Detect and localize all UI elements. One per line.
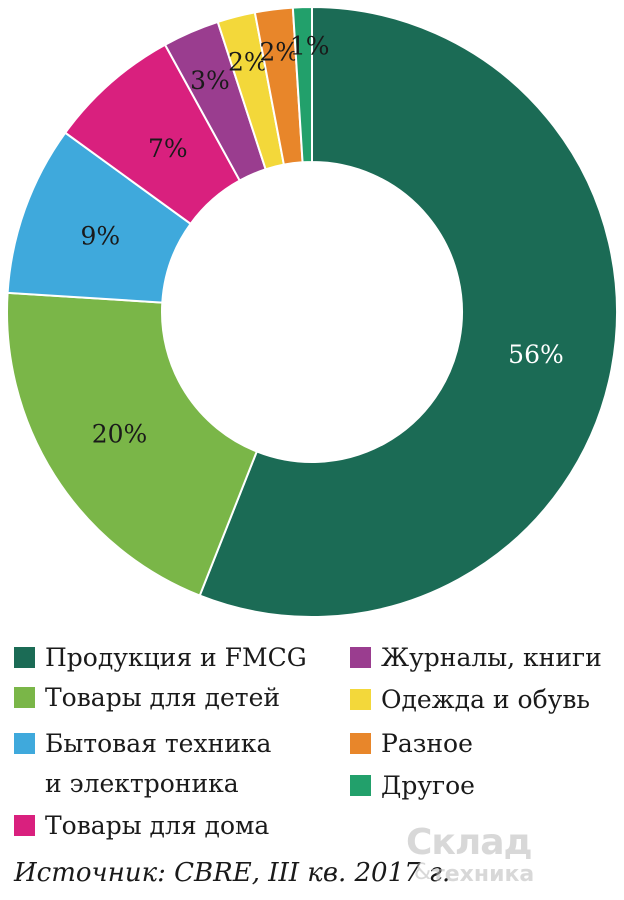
legend-label: Одежда и обувь: [381, 685, 591, 714]
legend-label: Товары для детей: [45, 683, 281, 712]
slice-value-label: 1%: [290, 32, 330, 61]
slice-value-label: 20%: [92, 420, 148, 449]
slice-value-label: 9%: [80, 221, 120, 250]
legend-swatch: [14, 815, 35, 836]
legend-label: Товары для дома: [45, 811, 270, 840]
legend-swatch: [350, 733, 371, 754]
slice-value-label: 56%: [508, 340, 564, 369]
donut-chart: 56%20%9%7%3%2%2%1%: [6, 5, 618, 618]
legend-swatch: [350, 775, 371, 796]
legend-item-electronics: Бытовая техника и электроника: [14, 724, 271, 804]
legend-swatch: [14, 647, 35, 668]
source-note: Источник: CBRE, III кв. 2017 г.: [14, 858, 451, 888]
legend-label: Разное: [381, 729, 473, 758]
legend: Продукция и FMCG Товары для детей Бытова…: [0, 638, 624, 840]
legend-item-misc: Разное: [350, 724, 473, 764]
legend-item-fmcg: Продукция и FMCG: [14, 638, 307, 678]
slice-value-label: 7%: [148, 134, 188, 163]
legend-item-other: Другое: [350, 766, 475, 806]
legend-item-home: Товары для дома: [14, 806, 269, 846]
legend-item-magazines: Журналы, книги: [350, 638, 602, 678]
legend-label: Продукция и FMCG: [45, 643, 307, 672]
donut-slice: [291, 5, 313, 164]
slice-value-label: 3%: [190, 66, 230, 95]
legend-label: Другое: [381, 771, 475, 800]
legend-item-kids: Товары для детей: [14, 678, 280, 718]
legend-swatch: [350, 689, 371, 710]
legend-swatch: [14, 687, 35, 708]
logo-text-line1: Склад: [406, 822, 533, 863]
logo-text-line2: техника: [432, 862, 535, 887]
donut-slice: [198, 5, 618, 618]
donut-slice: [6, 291, 259, 597]
slice-value-label: 2%: [228, 48, 268, 77]
legend-label: Журналы, книги: [381, 643, 602, 672]
legend-label: Бытовая техника и электроника: [45, 729, 272, 798]
logo-ampersand: &: [414, 860, 432, 885]
legend-swatch: [14, 733, 35, 754]
slice-value-label: 2%: [259, 38, 299, 67]
publisher-logo: Склад & техника: [402, 822, 612, 892]
legend-swatch: [350, 647, 371, 668]
legend-item-clothing: Одежда и обувь: [350, 680, 590, 720]
